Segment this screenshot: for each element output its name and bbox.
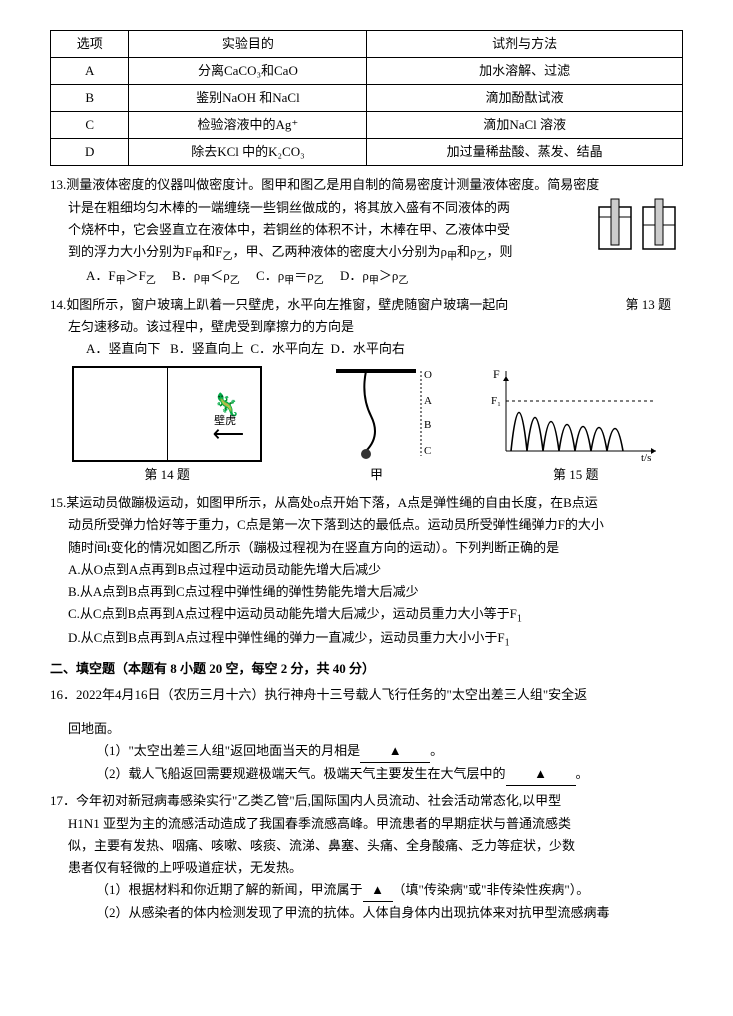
cell-purpose: 分离CaCO₃和CaO [129,58,367,85]
bungee-caption-jia: 甲 [306,464,446,486]
th-purpose: 实验目的 [129,31,367,58]
beaker-figure [593,197,683,253]
window-pane-right: 🦎 壁虎 ⟵ [168,368,261,460]
q13-line3: 个烧杯中，它会竖直立在液体中，若铜丝的体积不计，木棒在甲、乙液体中受 [68,219,683,241]
cell-opt: D [51,139,129,166]
f1-label: F₁ [491,395,501,407]
question-16: 16．2022年4月16日（农历三月十六）执行神舟十三号载人飞行任务的"太空出差… [50,684,683,786]
q15-body: 动员所受弹力恰好等于重力，C点是第一次下落到达的最低点。运动员所受弹性绳弹力F的… [68,514,683,652]
q14-optD: D．水平向右 [330,341,404,356]
svg-text:O: O [424,369,432,381]
figure-row-14-15: 🦎 壁虎 ⟵ O A B C F t/s F₁ [50,366,683,462]
question-15: 15.某运动员做蹦极运动，如图甲所示，从高处o点开始下落，A点是弹性绳的自由长度… [50,492,683,652]
q15-num: 15. [50,495,66,510]
question-13: 13.测量液体密度的仪器叫做密度计。图甲和图乙是用自制的简易密度计测量液体密度。… [50,174,683,289]
q13-options: A．F甲＞F乙 B．ρ甲＜ρ乙 C．ρ甲＝ρ乙 D．ρ甲＞ρ乙 [86,265,683,290]
q13-optD: D．ρ甲＞ρ乙 [340,268,408,283]
q16-num: 16． [50,687,76,702]
q13-num: 13. [50,177,66,192]
q13-optC: C．ρ甲＝ρ乙 [256,268,324,283]
q17-line4: 患者仅有轻微的上呼吸道症状，无发热。 [68,857,683,879]
q15-line1: 某运动员做蹦极运动，如图甲所示，从高处o点开始下落，A点是弹性绳的自由长度，在B… [66,495,598,510]
table-row: C 检验溶液中的Ag⁺ 滴加NaCl 溶液 [51,112,683,139]
q13-optB: B．ρ甲＜ρ乙 [172,268,240,283]
q13-optA: A．F甲＞F乙 [86,268,156,283]
q15-optD: D.从C点到B点再到A点过程中弹性绳的弹力一直减少，运动员重力大小小于F1 [68,627,683,652]
chemistry-options-table: 选项 实验目的 试剂与方法 A 分离CaCO₃和CaO 加水溶解、过滤 B 鉴别… [50,30,683,166]
th-option: 选项 [51,31,129,58]
axis-y-label: F [493,367,500,381]
q16-sub1: （1）"太空出差三人组"返回地面当天的月相是▲。 [96,740,683,763]
q13-line1: 测量液体密度的仪器叫做密度计。图甲和图乙是用自制的简易密度计测量液体密度。简易密… [66,177,599,192]
q13-line4: 到的浮力大小分别为F甲和F乙，甲、乙两种液体的密度大小分别为ρ甲和ρ乙，则 [68,241,683,266]
svg-text:B: B [424,419,431,431]
svg-text:C: C [424,445,431,457]
cell-purpose: 鉴别NaOH 和NaCl [129,85,367,112]
q14-body: 左匀速移动。该过程中，壁虎受到摩擦力的方向是 A．竖直向下 B．竖直向上 C．水… [68,316,683,360]
q17-line2: H1N1 亚型为主的流感活动造成了我国春季流感高峰。甲流患者的早期症状与普通流感… [68,813,683,835]
q14-line1: 如图所示，窗户玻璃上趴着一只壁虎，水平向左推窗，壁虎随窗户玻璃一起向 [66,297,508,312]
q14-options: A．竖直向下 B．竖直向上 C．水平向左 D．水平向右 [86,338,683,360]
graph-icon: F t/s F₁ [491,366,661,462]
svg-text:A: A [424,395,432,407]
cell-method: 滴加NaCl 溶液 [367,112,683,139]
q13-line2: 计是在粗细均匀木棒的一端缠绕一些铜丝做成的，将其放入盛有不同液体的两 [68,197,683,219]
q17-sub2: （2）从感染者的体内检测发现了甲流的抗体。人体自身体内出现抗体来对抗甲型流感病毒 [96,902,683,924]
question-14: 第 13 题 14.如图所示，窗户玻璃上趴着一只壁虎，水平向左推窗，壁虎随窗户玻… [50,294,683,360]
cell-purpose: 检验溶液中的Ag⁺ [129,112,367,139]
cell-method: 滴加酚酞试液 [367,85,683,112]
cell-purpose: 除去KCl 中的K₂CO₃ [129,139,367,166]
cell-opt: A [51,58,129,85]
question-17: 17．今年初对新冠病毒感染实行"乙类乙管"后,国际国内人员流动、社会活动常态化,… [50,790,683,924]
q15-fig-label: 第 15 题 [491,464,661,486]
q16-body: 回地面。 （1）"太空出差三人组"返回地面当天的月相是▲。 （2）载人飞船返回需… [68,718,683,786]
beaker-icon [593,197,683,253]
force-graph-figure: F t/s F₁ [491,366,661,462]
q13-fig-label: 第 13 题 [625,294,671,316]
blank-field: ▲ [506,763,576,786]
q15-optC: C.从C点到B点再到A点过程中运动员动能先增大后减少，运动员重力大小等于F1 [68,603,683,628]
section-2-header: 二、填空题（本题有 8 小题 20 空，每空 2 分，共 40 分） [50,658,683,680]
q15-optA: A.从O点到A点再到B点过程中运动员动能先增大后减少 [68,559,683,581]
arrow-left-icon: ⟵ [213,415,245,452]
blank-field: ▲ [360,740,430,763]
table-header-row: 选项 实验目的 试剂与方法 [51,31,683,58]
q15-optB: B.从A点到B点再到C点过程中弹性绳的弹性势能先增大后减少 [68,581,683,603]
q17-line1: 今年初对新冠病毒感染实行"乙类乙管"后,国际国内人员流动、社会活动常态化,以甲型 [76,793,561,808]
th-method: 试剂与方法 [367,31,683,58]
q14-fig-label: 第 14 题 [72,464,262,486]
q15-line2: 动员所受弹力恰好等于重力，C点是第一次下落到达的最低点。运动员所受弹性绳弹力F的… [68,514,683,536]
bungee-figure: O A B C [306,366,446,462]
q14-optB: B．竖直向上 [170,341,244,356]
q17-body: H1N1 亚型为主的流感活动造成了我国春季流感高峰。甲流患者的早期症状与普通流感… [68,813,683,924]
table-row: D 除去KCl 中的K₂CO₃ 加过量稀盐酸、蒸发、结晶 [51,139,683,166]
q14-num: 14. [50,297,66,312]
blank-field: ▲ [363,879,393,902]
cell-method: 加水溶解、过滤 [367,58,683,85]
window-pane-left [74,368,168,460]
q13-body: 计是在粗细均匀木棒的一端缠绕一些铜丝做成的，将其放入盛有不同液体的两 个烧杯中，… [68,197,683,290]
q14-optC: C．水平向左 [250,341,324,356]
q16-line1: 2022年4月16日（农历三月十六）执行神舟十三号载人飞行任务的"太空出差三人组… [76,687,587,702]
table-row: B 鉴别NaOH 和NaCl 滴加酚酞试液 [51,85,683,112]
q17-line3: 似，主要有发热、咽痛、咳嗽、咳痰、流涕、鼻塞、头痛、全身酸痛、乏力等症状，少数 [68,835,683,857]
q15-line3: 随时间t变化的情况如图乙所示（蹦极过程视为在竖直方向的运动）。下列判断正确的是 [68,537,683,559]
table-row: A 分离CaCO₃和CaO 加水溶解、过滤 [51,58,683,85]
window-figure: 🦎 壁虎 ⟵ [72,366,262,462]
q13-text-block: 13.测量液体密度的仪器叫做密度计。图甲和图乙是用自制的简易密度计测量液体密度。… [50,174,683,289]
axis-x-label: t/s [641,452,651,462]
q14-optA: A．竖直向下 [86,341,160,356]
cell-opt: C [51,112,129,139]
q16-sub2: （2）载人飞船返回需要规避极端天气。极端天气主要发生在大气层中的▲。 [96,763,683,786]
cell-opt: B [51,85,129,112]
cell-method: 加过量稀盐酸、蒸发、结晶 [367,139,683,166]
q16-line2: 回地面。 [68,718,683,740]
bungee-icon: O A B C [306,366,446,462]
q14-line2: 左匀速移动。该过程中，壁虎受到摩擦力的方向是 [68,316,683,338]
q17-num: 17． [50,793,76,808]
q17-sub1: （1）根据材料和你近期了解的新闻，甲流属于▲（填"传染病"或"非传染性疾病"）。 [96,879,683,902]
figure-captions: 第 14 题 甲 第 15 题 [50,464,683,486]
